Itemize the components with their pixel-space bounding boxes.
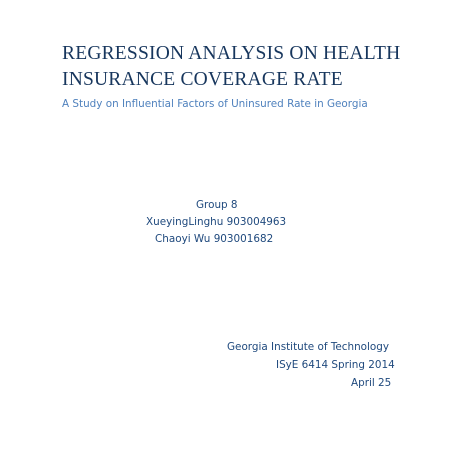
author-1: XueyingLinghu 903004963 — [146, 216, 287, 228]
title-line-1: REGRESSION ANALYSIS ON HEALTH — [62, 43, 401, 64]
author-2: Chaoyi Wu 903001682 — [155, 233, 274, 245]
title-line-2: INSURANCE COVERAGE RATE — [62, 69, 343, 90]
date: April 25 — [351, 377, 392, 389]
document-title: REGRESSION ANALYSIS ON HEALTH INSURANCE … — [62, 41, 442, 93]
institution: Georgia Institute of Technology — [227, 341, 390, 353]
document-subtitle: A Study on Influential Factors of Uninsu… — [62, 98, 368, 110]
group-label: Group 8 — [196, 199, 238, 211]
course: ISyE 6414 Spring 2014 — [276, 359, 395, 371]
